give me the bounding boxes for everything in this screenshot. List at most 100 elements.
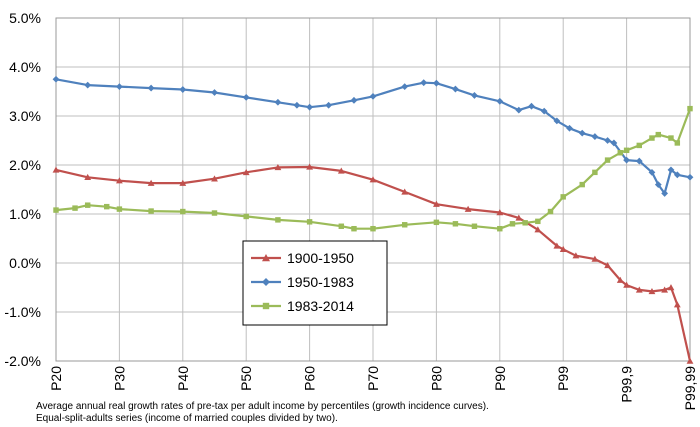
data-point: [369, 176, 377, 183]
data-point: [560, 194, 566, 200]
data-point: [547, 208, 554, 215]
legend-label: 1983-2014: [287, 298, 354, 314]
data-point: [471, 92, 478, 99]
data-point: [84, 173, 92, 180]
data-point: [116, 206, 123, 212]
data-point: [401, 188, 409, 195]
x-tick-label: P30: [111, 366, 127, 391]
data-point: [528, 102, 535, 110]
data-point: [471, 223, 478, 229]
data-point: [534, 226, 542, 233]
data-point: [648, 168, 656, 176]
data-point: [673, 171, 681, 179]
data-point: [553, 242, 561, 249]
data-point: [351, 225, 357, 232]
data-point: [668, 135, 674, 141]
data-point: [540, 107, 548, 115]
data-point: [433, 219, 440, 226]
series-layer: [52, 75, 694, 364]
data-point: [337, 167, 345, 174]
data-point: [559, 245, 567, 252]
data-point: [636, 142, 642, 149]
data-point: [496, 209, 504, 216]
data-point: [274, 98, 282, 106]
data-point: [553, 117, 561, 125]
data-point: [116, 83, 123, 90]
x-tick-label: P50: [238, 366, 254, 391]
data-point: [433, 79, 440, 87]
data-point: [211, 89, 218, 96]
series-1950-1983: [52, 75, 694, 197]
data-point: [610, 139, 618, 147]
data-point: [147, 179, 155, 186]
data-point: [116, 177, 123, 184]
data-point: [242, 168, 250, 176]
y-tick-label: 2.0%: [9, 157, 41, 173]
data-point: [325, 101, 333, 109]
data-point: [350, 96, 358, 104]
data-point: [592, 169, 598, 176]
x-tick-label: P90: [492, 366, 508, 391]
caption-line-1: Average annual real growth rates of pre-…: [36, 401, 489, 412]
data-point: [648, 288, 656, 295]
x-tick-label: P70: [365, 366, 381, 391]
data-point: [591, 133, 599, 140]
x-tick-label: P80: [428, 366, 444, 391]
data-point: [515, 214, 523, 221]
y-tick-label: 3.0%: [9, 108, 41, 124]
y-tick-label: 0.0%: [9, 255, 41, 271]
data-point: [667, 284, 675, 291]
data-point: [147, 84, 155, 92]
series-1983-2014: [53, 105, 693, 232]
data-point: [673, 301, 681, 308]
data-point: [211, 175, 218, 182]
y-tick-label: -2.0%: [4, 353, 41, 369]
data-point: [52, 166, 60, 173]
legend: 1900-1950 1950-1983 1983-2014: [242, 240, 388, 326]
data-point: [661, 286, 669, 293]
data-point: [369, 93, 377, 100]
data-point: [496, 97, 504, 105]
data-point: [654, 181, 662, 188]
series-1900-1950: [52, 163, 694, 364]
data-point: [275, 217, 281, 223]
series-line: [55, 78, 691, 195]
data-point: [635, 157, 643, 165]
data-point: [84, 202, 91, 208]
data-point: [179, 179, 187, 186]
series-line: [55, 165, 692, 362]
data-point: [655, 131, 662, 138]
data-point: [262, 254, 270, 262]
data-point: [401, 222, 408, 228]
data-point: [623, 156, 630, 164]
data-point: [604, 137, 611, 144]
data-point: [84, 81, 92, 89]
data-point: [661, 190, 669, 197]
x-tick-label: P99,9: [619, 366, 635, 403]
data-point: [566, 124, 573, 132]
data-point: [686, 173, 694, 181]
data-point: [497, 225, 503, 232]
data-point: [104, 203, 110, 210]
data-point: [243, 213, 249, 220]
y-tick-label: 1.0%: [9, 206, 41, 222]
data-point: [591, 255, 599, 262]
data-point: [535, 218, 541, 225]
data-point: [522, 220, 528, 226]
data-point: [649, 135, 655, 141]
data-point: [211, 210, 218, 216]
data-point: [464, 205, 472, 212]
x-tick-label: P99,99: [682, 366, 698, 411]
data-point: [306, 103, 313, 111]
data-point: [433, 200, 440, 207]
legend-label: 1950-1983: [287, 274, 354, 290]
caption-line-2: Equal-split-adults series (income of mar…: [36, 413, 338, 424]
data-point: [179, 86, 187, 93]
data-point: [509, 221, 516, 227]
y-tick-label: 4.0%: [9, 59, 41, 75]
data-point: [242, 93, 250, 101]
data-point: [401, 83, 409, 90]
y-axis-tick-labels: 5.0% 4.0% 3.0% 2.0% 1.0% 0.0% -1.0% -2.0%: [4, 10, 41, 369]
data-point: [52, 75, 60, 83]
